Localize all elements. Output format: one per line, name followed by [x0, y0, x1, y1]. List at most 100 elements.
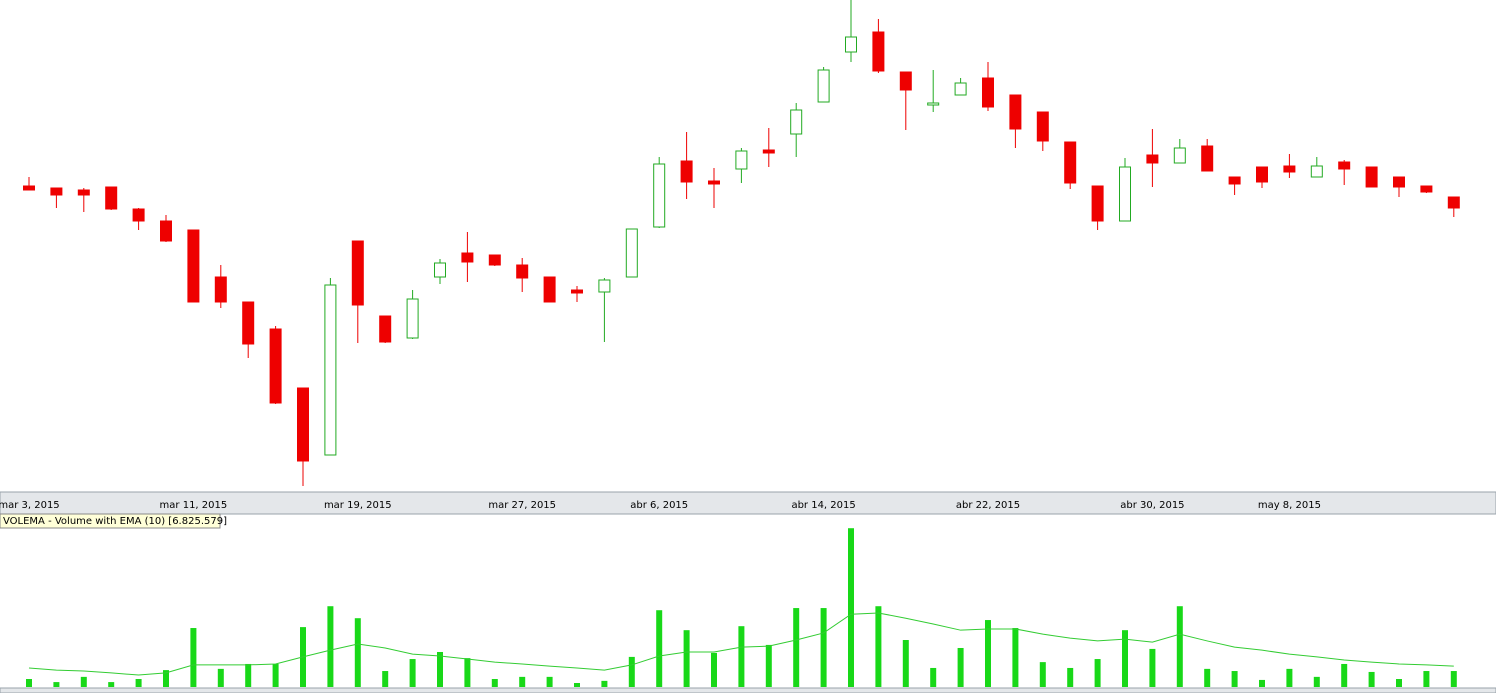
candle-body — [1146, 154, 1159, 164]
volume-bar — [1259, 679, 1265, 687]
candle-body — [23, 185, 35, 191]
volume-bar — [601, 680, 608, 687]
volume-bar — [135, 679, 142, 687]
volume-bar — [1094, 659, 1101, 687]
volume-bar — [1012, 628, 1019, 687]
candle-body — [790, 109, 803, 135]
volume-bar — [765, 644, 772, 687]
candle-body — [1064, 141, 1077, 184]
volume-bar — [409, 659, 416, 687]
x-tick-label: abr 22, 2015 — [956, 500, 1020, 511]
bottom-strip — [0, 687, 1496, 693]
candle-body — [1447, 196, 1460, 209]
candle-body — [77, 189, 90, 196]
candle-body — [845, 36, 857, 53]
volume-bar — [902, 640, 909, 687]
candle-body — [872, 31, 885, 72]
volume-bar — [628, 656, 635, 687]
volume-bar — [820, 608, 827, 687]
candle-body — [1036, 111, 1049, 142]
indicator-label-box — [0, 513, 221, 529]
volume-bar — [875, 606, 882, 687]
candle-body — [434, 262, 446, 278]
ema-line — [28, 612, 1454, 676]
candle-body — [762, 149, 775, 154]
candle-body — [1228, 176, 1241, 185]
candle-body — [653, 163, 666, 228]
volume-bar — [1149, 648, 1156, 687]
volume-bar — [1231, 671, 1238, 687]
candle-body — [406, 298, 419, 339]
candle-body — [269, 328, 282, 404]
volume-bar — [437, 651, 443, 687]
candle-body — [1009, 94, 1022, 130]
volume-bar — [464, 658, 471, 687]
x-tick-label: may 8, 2015 — [1258, 500, 1321, 511]
candle-body — [571, 289, 583, 294]
volume-bar — [957, 647, 964, 687]
volume-bar — [108, 682, 115, 687]
candle-body — [1283, 165, 1296, 173]
candle-body — [1201, 145, 1214, 172]
candle-body — [680, 160, 693, 183]
candle-body — [543, 276, 556, 303]
candle-body — [1365, 166, 1378, 188]
volume-bar — [1122, 630, 1128, 687]
volume-bar — [1067, 667, 1074, 687]
candle-body — [927, 102, 940, 106]
x-tick-label: mar 27, 2015 — [488, 500, 556, 511]
volume-bar — [1423, 671, 1430, 687]
volume-bar — [190, 628, 197, 687]
volume-bar — [1313, 676, 1320, 687]
volume-bar — [1286, 668, 1293, 687]
volume-bar — [491, 679, 498, 687]
volume-bar — [245, 663, 252, 687]
candle-body — [105, 186, 118, 210]
candle-body — [297, 387, 309, 462]
candle-body — [708, 180, 720, 185]
volume-bar — [738, 626, 745, 687]
volume-bar — [1450, 671, 1457, 687]
candle-body — [625, 228, 638, 278]
volume-bar — [848, 528, 854, 687]
candle-body — [1119, 166, 1131, 222]
volume-bar — [80, 676, 87, 687]
x-tick-label: mar 11, 2015 — [160, 500, 228, 511]
candle-body — [1091, 185, 1104, 222]
candle-body — [242, 301, 255, 345]
volume-bar — [546, 676, 553, 687]
candle-body — [1173, 147, 1186, 164]
volume-bar — [985, 620, 991, 687]
volume-bar — [574, 683, 580, 687]
candle-body — [899, 71, 912, 91]
candle-body — [324, 284, 337, 456]
candle-body — [1420, 185, 1433, 193]
volume-bar — [217, 668, 224, 687]
volume-bar — [930, 667, 937, 687]
candle-body — [488, 254, 501, 266]
candle-body — [1310, 165, 1323, 178]
x-tick-label: abr 30, 2015 — [1120, 500, 1184, 511]
volume-bar — [327, 606, 334, 687]
candle-body — [982, 77, 994, 108]
candle-body — [817, 69, 830, 103]
volume-bar — [163, 670, 169, 687]
x-tick-label: abr 6, 2015 — [630, 500, 688, 511]
x-tick-label: mar 3, 2015 — [0, 500, 60, 511]
volume-bar — [382, 671, 389, 687]
candle-body — [598, 279, 611, 293]
candle-body — [379, 315, 392, 343]
volume-bar — [519, 676, 526, 687]
volume-bar — [656, 610, 663, 687]
candle-body — [187, 229, 200, 303]
volume-bar — [793, 608, 800, 687]
volume-bar — [683, 630, 690, 687]
candle-body — [1256, 166, 1268, 183]
volume-bar — [1204, 668, 1211, 687]
candle-body — [132, 208, 145, 222]
candle-body — [1393, 176, 1405, 188]
candle-body — [1338, 161, 1351, 170]
volume-bar — [711, 652, 717, 687]
